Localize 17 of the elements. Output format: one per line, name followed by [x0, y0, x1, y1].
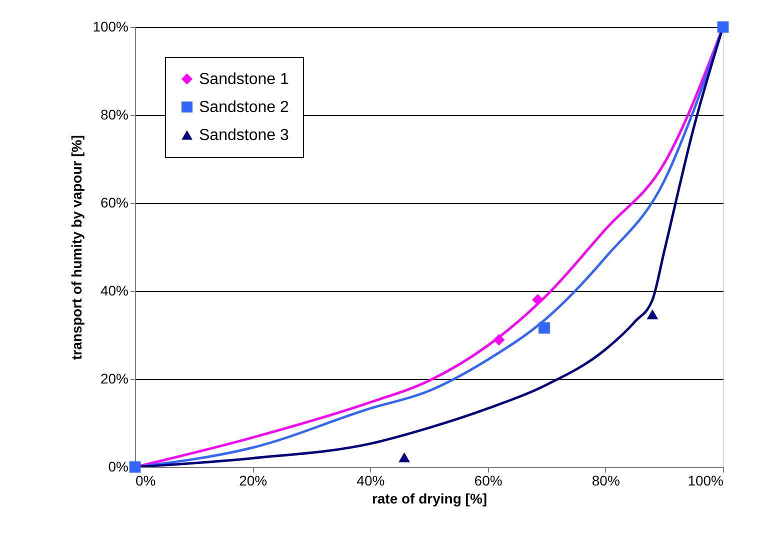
x-tick-label: 80% — [592, 472, 620, 488]
y-tick-label: 100% — [92, 18, 128, 34]
y-tick-label: 20% — [100, 370, 128, 386]
y-tick-label: 40% — [100, 282, 128, 298]
y-tick-label: 60% — [100, 194, 128, 210]
x-axis-title: rate of drying [%] — [372, 490, 488, 506]
x-tick-label: 100% — [688, 472, 724, 488]
legend-label: Sandstone 2 — [199, 99, 289, 116]
x-tick-label: 40% — [356, 472, 385, 488]
y-tick-label: 0% — [108, 458, 128, 474]
x-tick-label: 0% — [136, 472, 156, 488]
x-tick-label: 20% — [239, 472, 268, 488]
x-tick-label: 60% — [474, 472, 502, 488]
y-axis-title: transport of humity by vapour [%] — [68, 135, 85, 360]
legend-label: Sandstone 3 — [199, 127, 289, 144]
legend-label: Sandstone 1 — [199, 71, 289, 88]
y-tick-label: 80% — [100, 106, 128, 122]
